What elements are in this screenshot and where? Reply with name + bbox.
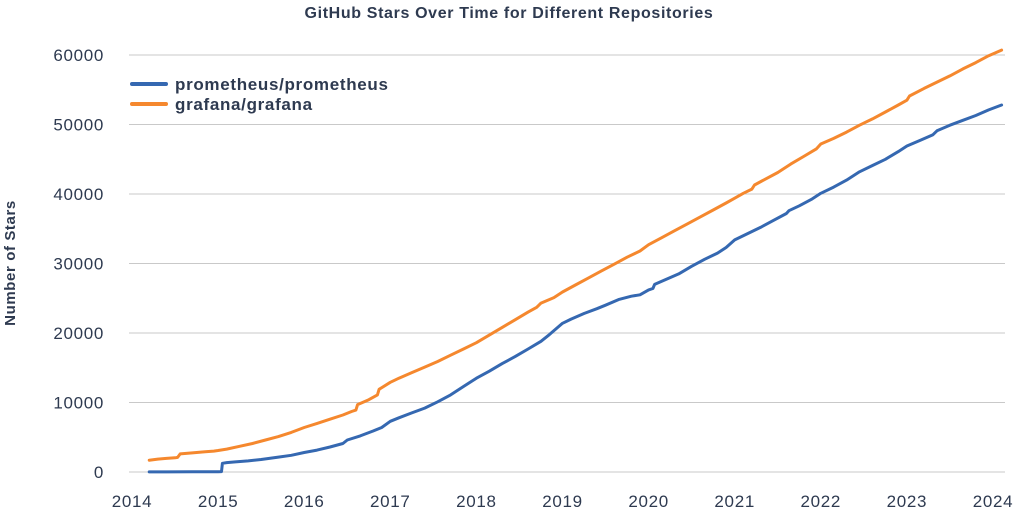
y-tick-label: 20000: [53, 324, 104, 343]
tick-labels-layer: 0 10000 20000 30000 40000 50000 60000 2014 2015 2…: [53, 46, 1014, 511]
legend-label: grafana/grafana: [175, 95, 313, 114]
chart-title: GitHub Stars Over Time for Different Rep…: [305, 5, 714, 22]
y-tick-label: 0: [94, 463, 104, 482]
x-tick-label: 2024: [973, 492, 1014, 511]
series-line-prometheus: [147, 103, 1004, 474]
y-tick-label: 50000: [53, 115, 104, 134]
y-tick-label: 10000: [53, 393, 104, 412]
x-tick-label: 2019: [542, 492, 583, 511]
x-tick-label: 2020: [628, 492, 669, 511]
y-tick-label: 30000: [53, 254, 104, 273]
y-tick-label: 40000: [53, 185, 104, 204]
x-tick-label: 2016: [284, 492, 325, 511]
legend-label: prometheus/prometheus: [175, 75, 389, 94]
x-tick-label: 2022: [801, 492, 842, 511]
x-tick-label: 2015: [198, 492, 239, 511]
x-tick-label: 2023: [887, 492, 928, 511]
series-line-grafana: [147, 48, 1004, 462]
x-tick-label: 2017: [370, 492, 411, 511]
x-tick-label: 2018: [456, 492, 497, 511]
x-tick-label: 2014: [112, 492, 153, 511]
series-layer: [147, 48, 1004, 474]
y-axis-title: Number of Stars: [2, 200, 19, 326]
gridlines-layer: [129, 54, 1005, 473]
x-tick-label: 2021: [714, 492, 755, 511]
y-tick-label: 60000: [53, 46, 104, 65]
